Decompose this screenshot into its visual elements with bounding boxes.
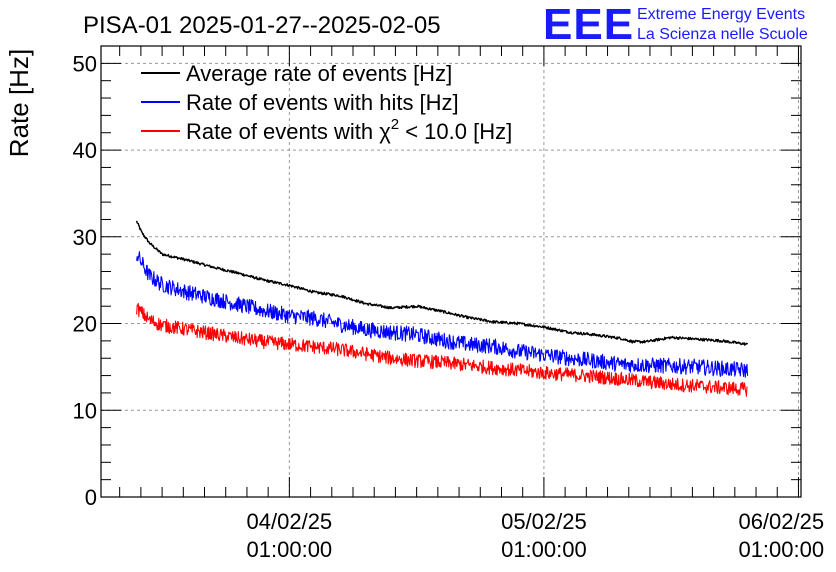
chart-title: PISA-01 2025-01-27--2025-02-05	[83, 12, 441, 39]
x-tick-time: 01:00:00	[247, 537, 333, 562]
legend-label-0: Average rate of events [Hz]	[186, 61, 452, 86]
grid	[101, 46, 801, 497]
x-tick-date: 04/02/25	[247, 509, 333, 534]
y-tick-label: 10	[73, 398, 97, 423]
axis-ticks	[101, 45, 801, 498]
series-line-0	[135, 220, 749, 346]
x-tick-date: 05/02/25	[501, 509, 587, 534]
x-tick-time: 01:00:00	[501, 537, 587, 562]
logo-line-2: La Scienza nelle Scuole	[637, 26, 808, 43]
y-tick-label: 0	[85, 485, 97, 510]
y-axis-label: Rate [Hz]	[4, 49, 34, 157]
eee-logo: EEE Extreme Energy Events La Scienza nel…	[543, 0, 808, 49]
series-layer	[135, 220, 749, 397]
logo-mark: EEE	[543, 0, 634, 49]
legend-label-2: Rate of events with χ2 < 10.0 [Hz]	[186, 116, 512, 144]
y-tick-label: 30	[73, 225, 97, 250]
tick-labels: 0 10 20 30 40 50 04/02/25 01:00:00 05/02/25 01:00…	[73, 51, 825, 562]
logo-line-1: Extreme Energy Events	[637, 6, 805, 23]
series-line-1	[136, 251, 749, 378]
x-tick-time: 01:00:00	[738, 537, 824, 562]
y-tick-label: 40	[73, 138, 97, 163]
y-tick-label: 50	[73, 51, 97, 76]
legend: Average rate of events [Hz] Rate of event…	[141, 61, 512, 144]
series-line-2	[136, 302, 748, 397]
y-tick-label: 20	[73, 312, 97, 337]
legend-label-1: Rate of events with hits [Hz]	[186, 90, 459, 115]
x-tick-date: 06/02/25	[738, 509, 824, 534]
